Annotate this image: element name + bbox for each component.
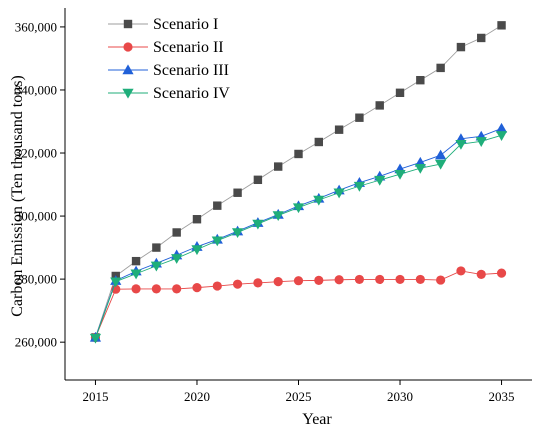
y-tick-label: 360,000 bbox=[15, 19, 57, 34]
legend-item: Scenario IV bbox=[108, 85, 230, 102]
data-point bbox=[313, 195, 325, 206]
legend: Scenario I Scenario II Scenario III Scenari… bbox=[108, 16, 230, 102]
x-tick-label: 2025 bbox=[286, 389, 312, 404]
legend-item: Scenario I bbox=[108, 16, 218, 33]
data-point bbox=[415, 274, 425, 285]
series-2 bbox=[90, 266, 507, 343]
legend-item: Scenario III bbox=[108, 62, 229, 79]
data-point bbox=[150, 261, 162, 272]
data-point bbox=[272, 211, 284, 222]
legend-marker bbox=[122, 64, 134, 75]
series-4 bbox=[89, 131, 508, 344]
data-point bbox=[456, 42, 466, 52]
data-point bbox=[435, 149, 447, 160]
data-point bbox=[374, 175, 386, 186]
series-layer bbox=[89, 21, 508, 344]
legend-marker bbox=[122, 88, 134, 99]
data-point bbox=[211, 236, 223, 247]
data-point bbox=[131, 256, 141, 266]
data-point bbox=[233, 188, 242, 197]
legend-label: Scenario I bbox=[153, 16, 218, 33]
data-point bbox=[212, 281, 222, 291]
x-tick-label: 2035 bbox=[489, 389, 515, 404]
data-point bbox=[171, 254, 183, 264]
y-tick-label: 320,000 bbox=[15, 146, 57, 161]
data-point bbox=[416, 75, 425, 85]
legend-item: Scenario II bbox=[108, 39, 224, 56]
data-point bbox=[394, 169, 406, 180]
data-point bbox=[435, 159, 447, 170]
data-point bbox=[232, 279, 243, 289]
data-point bbox=[497, 21, 506, 30]
data-point bbox=[476, 269, 486, 279]
data-point bbox=[354, 274, 365, 285]
y-tick-label: 340,000 bbox=[15, 82, 57, 97]
data-point bbox=[395, 274, 405, 285]
data-point bbox=[273, 162, 283, 171]
y-tick-label: 260,000 bbox=[15, 335, 57, 350]
data-point bbox=[294, 149, 303, 159]
data-point bbox=[172, 228, 181, 237]
data-point bbox=[414, 163, 426, 174]
data-point bbox=[89, 333, 102, 344]
x-tick-label: 2020 bbox=[184, 389, 210, 404]
y-tick-label: 280,000 bbox=[15, 272, 57, 287]
data-point bbox=[496, 268, 507, 278]
data-point bbox=[334, 125, 344, 134]
data-point bbox=[355, 113, 364, 122]
data-point bbox=[436, 275, 446, 285]
data-point bbox=[293, 276, 304, 286]
legend-label: Scenario II bbox=[153, 39, 224, 56]
data-point bbox=[333, 188, 345, 199]
data-point bbox=[292, 203, 305, 214]
series-line bbox=[95, 128, 502, 338]
data-point bbox=[231, 228, 244, 239]
data-point bbox=[495, 131, 508, 141]
data-point bbox=[130, 269, 142, 280]
y-tick-label: 300,000 bbox=[15, 209, 57, 224]
data-point bbox=[192, 215, 202, 224]
data-point bbox=[475, 137, 487, 147]
data-point bbox=[273, 277, 283, 287]
y-ticks: 260,000 280,000 300,000 320,000 340,000 360,0… bbox=[15, 19, 65, 350]
legend-label: Scenario IV bbox=[153, 85, 230, 102]
data-point bbox=[495, 122, 508, 133]
data-point bbox=[252, 219, 264, 230]
x-tick-label: 2030 bbox=[387, 389, 413, 404]
legend-marker bbox=[123, 19, 133, 29]
data-point bbox=[152, 243, 161, 252]
data-point bbox=[353, 181, 366, 192]
data-point bbox=[191, 245, 203, 256]
data-point bbox=[375, 101, 384, 110]
data-point bbox=[334, 275, 344, 285]
data-point bbox=[110, 277, 122, 288]
data-point bbox=[395, 88, 405, 98]
data-point bbox=[131, 284, 141, 294]
data-point bbox=[253, 278, 263, 288]
data-point bbox=[172, 284, 182, 294]
data-point bbox=[455, 139, 467, 150]
x-ticks: 2015 2020 2025 2030 2035 bbox=[82, 380, 515, 404]
data-point bbox=[456, 266, 466, 276]
data-point bbox=[151, 284, 161, 294]
data-point bbox=[314, 275, 324, 285]
data-point bbox=[253, 175, 263, 185]
x-axis-title: Year bbox=[302, 411, 332, 428]
data-point bbox=[477, 33, 486, 43]
data-point bbox=[436, 63, 445, 73]
y-axis-title: Carbon Emission (Ten thousand tons) bbox=[9, 75, 26, 317]
legend-marker bbox=[123, 42, 133, 52]
data-point bbox=[192, 283, 202, 293]
data-point bbox=[375, 274, 385, 285]
legend-label: Scenario III bbox=[153, 62, 229, 79]
x-tick-label: 2015 bbox=[82, 389, 108, 404]
data-point bbox=[314, 137, 324, 147]
data-point bbox=[213, 201, 222, 210]
